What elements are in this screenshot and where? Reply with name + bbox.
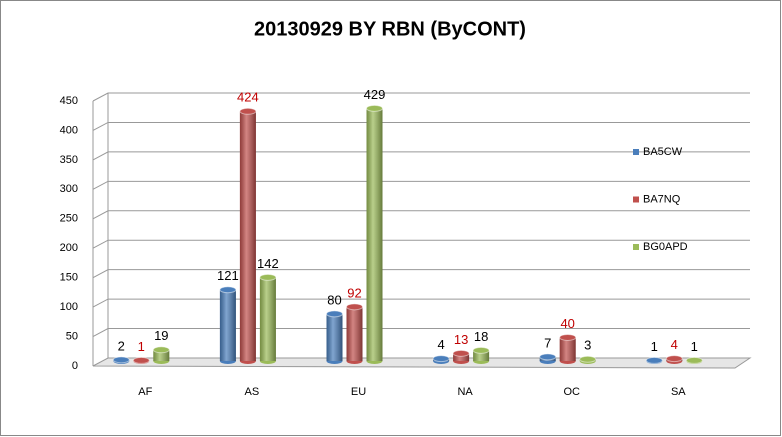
data-label: 142 — [257, 256, 279, 271]
data-label: 40 — [560, 316, 574, 331]
data-label: 429 — [364, 87, 386, 102]
x-tick-label: AS — [245, 386, 260, 398]
bar-top — [346, 303, 363, 311]
bar-shade — [473, 350, 490, 361]
bar-top — [559, 333, 577, 341]
legend-marker — [633, 149, 639, 155]
bar-top — [685, 356, 703, 364]
y-tick-label: 150 — [60, 272, 78, 284]
y-tick-label: 50 — [66, 330, 78, 342]
bar-top — [239, 107, 257, 115]
x-tick-label: SA — [671, 386, 686, 398]
bar-top — [665, 355, 683, 363]
data-label: 13 — [454, 332, 468, 347]
bar-shade — [453, 353, 470, 361]
bar-top — [132, 356, 150, 364]
bar-shade — [239, 111, 256, 361]
bar-top — [539, 353, 557, 361]
x-tick-label: AF — [138, 386, 152, 398]
x-tick-label: OC — [563, 386, 580, 398]
grid-line — [92, 239, 750, 249]
bar-shade — [326, 313, 343, 361]
bar-top — [112, 356, 130, 364]
bar-top — [645, 356, 663, 364]
data-label: 1 — [651, 339, 658, 354]
data-label: 4 — [437, 337, 444, 352]
y-tick-label: 100 — [60, 301, 78, 313]
bar-shade — [219, 289, 236, 361]
data-label: 19 — [154, 328, 168, 343]
grid-line — [92, 92, 750, 102]
y-tick-label: 350 — [60, 154, 78, 166]
bar-top — [152, 346, 170, 354]
data-label: 92 — [347, 285, 361, 300]
bar-top — [259, 273, 277, 281]
data-label: 2 — [118, 338, 125, 353]
chart-title: 20130929 BY RBN (ByCONT) — [254, 18, 526, 40]
grid-line — [92, 269, 750, 279]
bar-top — [326, 310, 343, 318]
bar-shade — [153, 349, 170, 361]
data-label: 18 — [474, 329, 488, 344]
bar-top — [432, 355, 450, 363]
bar-top — [452, 349, 470, 357]
grid-line — [92, 151, 750, 161]
legend-label: BG0APD — [643, 241, 688, 253]
data-label: 4 — [671, 337, 678, 352]
data-label: 7 — [544, 335, 551, 350]
grid-line — [92, 328, 750, 337]
bar-top — [579, 355, 597, 363]
y-tick-label: 300 — [60, 183, 78, 195]
legend-marker — [633, 196, 639, 203]
y-tick-label: 250 — [60, 213, 78, 225]
y-tick-label: 450 — [60, 95, 78, 107]
data-label: 121 — [217, 268, 239, 283]
legend-label: BA7NQ — [643, 193, 681, 205]
bar-top — [219, 286, 237, 294]
bar-shade — [559, 337, 576, 361]
grid-line — [92, 180, 750, 190]
data-label: 1 — [691, 339, 698, 354]
grid-line — [92, 298, 750, 308]
bar-top — [366, 104, 383, 112]
data-label: 3 — [584, 338, 591, 353]
data-label: 424 — [237, 90, 259, 105]
grid-line — [92, 121, 750, 131]
bar-shade — [346, 306, 363, 361]
x-tick-label: EU — [351, 386, 366, 398]
bar-shade — [259, 277, 276, 361]
legend-label: BA5CW — [643, 146, 683, 158]
y-tick-label: 200 — [60, 242, 78, 254]
x-tick-label: NA — [457, 386, 473, 398]
data-label: 1 — [138, 339, 145, 354]
grid-line — [92, 210, 750, 220]
bar-shade — [366, 108, 383, 361]
y-tick-label: 0 — [72, 360, 78, 372]
data-label: 80 — [327, 292, 341, 307]
legend-marker — [633, 244, 639, 250]
y-tick-label: 400 — [60, 124, 78, 136]
bar-top — [472, 346, 490, 354]
